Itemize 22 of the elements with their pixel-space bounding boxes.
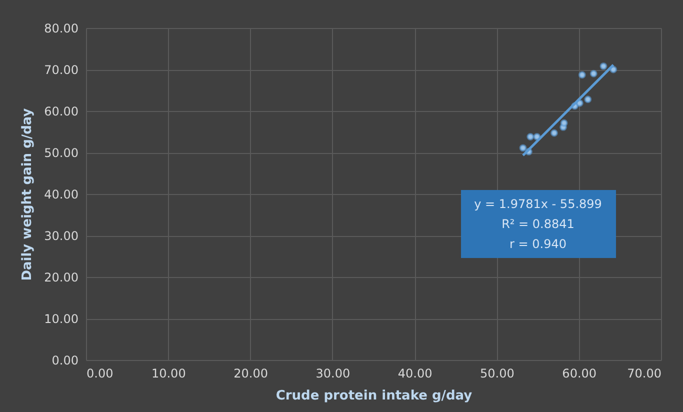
y-tick-label: 50.00 xyxy=(44,146,78,160)
y-tick-label: 10.00 xyxy=(44,312,78,326)
y-tick-label: 40.00 xyxy=(44,188,78,202)
annotation: r = 0.940 xyxy=(510,237,566,251)
x-axis-title: Crude protein intake g/day xyxy=(276,388,473,404)
x-tick-label: 50.00 xyxy=(480,366,514,380)
x-tick-label: 60.00 xyxy=(562,366,597,380)
x-tick-label: 10.00 xyxy=(151,366,186,380)
y-tick-label: 0.00 xyxy=(52,354,78,368)
annotation: y = 1.9781x - 55.899 xyxy=(474,197,602,211)
y-tick-label: 60.00 xyxy=(44,104,78,118)
annotation: R² = 0.8841 xyxy=(502,217,574,231)
x-tick-label: 0.00 xyxy=(86,366,114,380)
y-tick-label: 70.00 xyxy=(44,63,78,77)
y-tick-label: 80.00 xyxy=(44,22,78,36)
x-tick-label: 30.00 xyxy=(316,366,350,380)
x-tick-label: 70.00 xyxy=(627,366,662,380)
y-tick-label: 20.00 xyxy=(44,270,78,284)
y-tick-label: 30.00 xyxy=(44,229,78,243)
x-tick-label: 20.00 xyxy=(234,366,268,380)
x-tick-label: 40.00 xyxy=(398,366,432,380)
y-axis-title: Daily weight gain g/day xyxy=(20,108,36,281)
